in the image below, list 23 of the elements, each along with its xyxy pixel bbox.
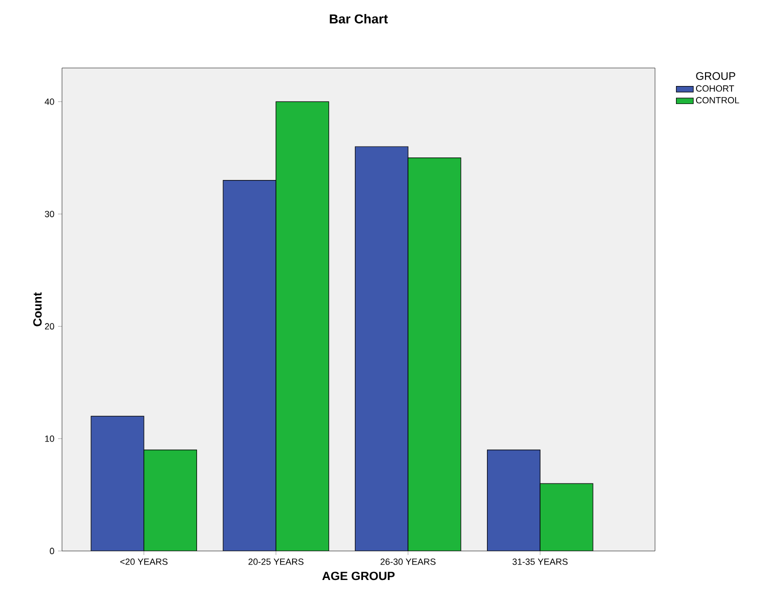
bar	[486, 450, 540, 551]
y-axis-title: Count	[33, 292, 42, 326]
y-tick-label: 40	[44, 98, 54, 105]
y-tick-label: 30	[44, 210, 54, 218]
x-tick-label: 26-30 YEARS	[380, 558, 436, 565]
bar	[91, 416, 144, 551]
bar	[408, 158, 462, 551]
bar	[540, 483, 594, 551]
x-axis-title: AGE GROUP	[322, 572, 395, 580]
y-tick-label: 10	[45, 435, 54, 442]
y-tick-label: 20	[44, 323, 54, 330]
legend-label: CONTROL	[696, 97, 740, 104]
x-tick-label: 20-25 YEARS	[248, 558, 304, 565]
x-tick-label: 31-35 YEARS	[512, 558, 568, 565]
bar	[144, 450, 197, 551]
bar	[276, 101, 330, 551]
legend-title: GROUP	[696, 72, 736, 80]
bar	[222, 180, 276, 551]
bar	[354, 146, 408, 551]
legend-label: COHORT	[696, 85, 734, 92]
x-tick-label: <20 YEARS	[120, 558, 168, 565]
chart-title: Bar Chart	[330, 14, 388, 24]
y-tick-label: 0	[50, 548, 54, 554]
